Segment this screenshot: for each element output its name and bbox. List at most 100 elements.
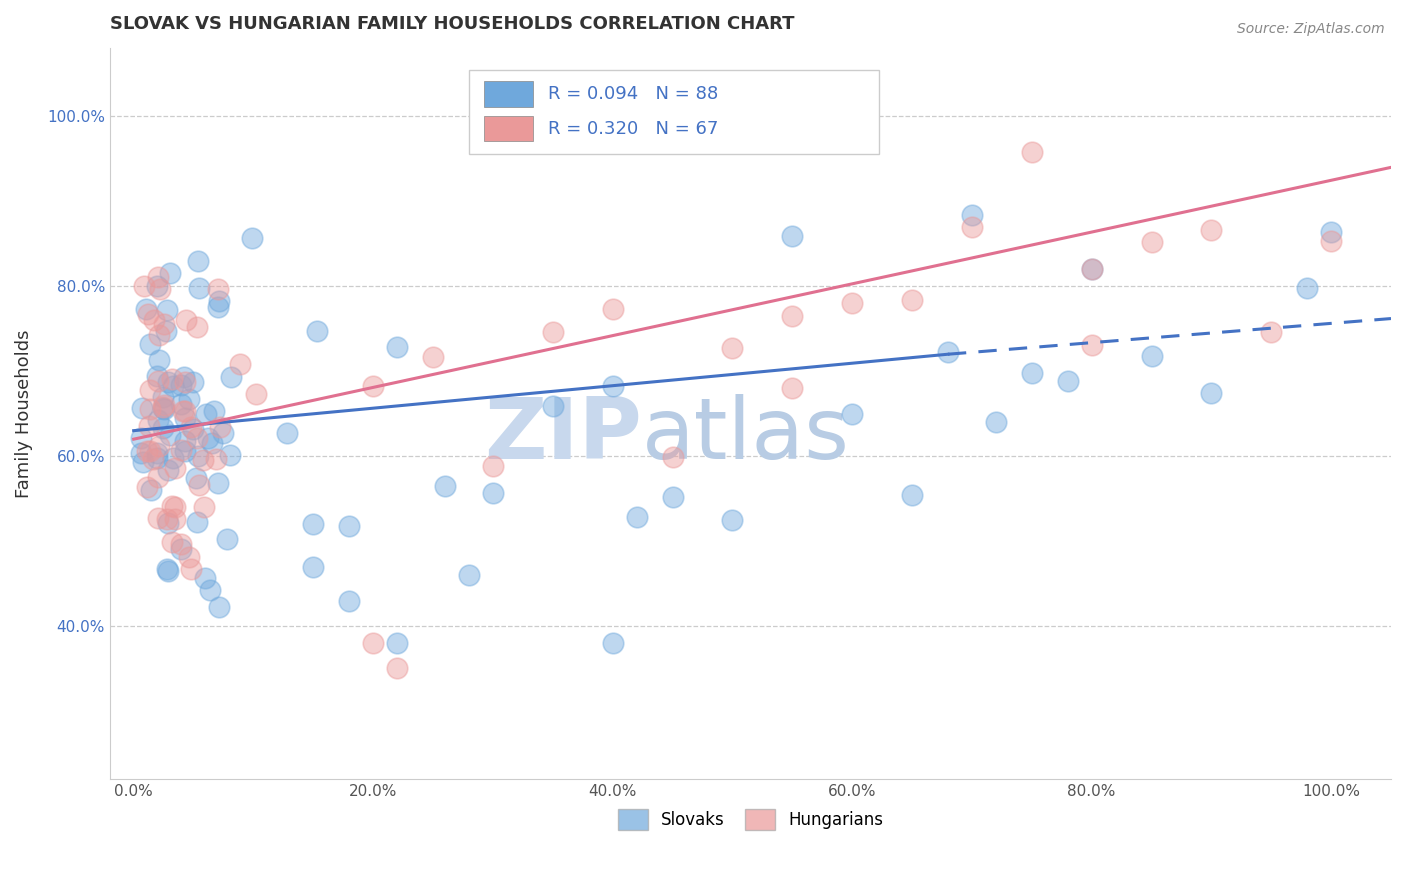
Point <box>156 564 179 578</box>
Point <box>1320 225 1343 239</box>
Point <box>162 450 184 465</box>
Point <box>782 228 804 243</box>
Point <box>782 309 804 323</box>
Point <box>156 516 179 530</box>
Point <box>1140 349 1163 363</box>
Point <box>173 410 195 425</box>
Point <box>187 449 209 463</box>
Point <box>129 446 152 460</box>
Point <box>146 270 169 285</box>
Point <box>177 549 200 564</box>
Point <box>138 383 160 397</box>
Point <box>156 375 179 389</box>
Point <box>132 455 155 469</box>
Point <box>139 444 162 458</box>
Point <box>305 325 328 339</box>
Point <box>186 319 208 334</box>
Point <box>159 266 181 280</box>
Point <box>136 480 159 494</box>
Point <box>482 459 505 474</box>
Text: R = 0.320   N = 67: R = 0.320 N = 67 <box>548 120 718 137</box>
Point <box>132 278 155 293</box>
Point <box>172 403 194 417</box>
Point <box>721 513 744 527</box>
Point <box>541 325 564 339</box>
Point <box>302 559 325 574</box>
Point <box>207 300 229 314</box>
Point <box>148 439 170 453</box>
Point <box>174 434 197 449</box>
Point <box>901 488 924 502</box>
Point <box>194 407 217 421</box>
FancyBboxPatch shape <box>484 116 533 141</box>
Point <box>661 450 683 465</box>
Point <box>434 479 457 493</box>
Point <box>1201 223 1223 237</box>
Point <box>337 519 360 533</box>
Point <box>177 392 200 406</box>
Text: ZIP: ZIP <box>484 394 641 477</box>
Point <box>146 279 169 293</box>
Point <box>207 282 229 296</box>
Point <box>170 536 193 550</box>
Point <box>337 593 360 607</box>
Point <box>174 312 197 326</box>
Point <box>139 483 162 497</box>
Point <box>1080 262 1102 277</box>
FancyBboxPatch shape <box>468 70 879 154</box>
Point <box>385 661 408 675</box>
Point <box>661 490 683 504</box>
Point <box>146 368 169 383</box>
Point <box>173 370 195 384</box>
Point <box>458 568 481 582</box>
Point <box>361 636 384 650</box>
Point <box>146 510 169 524</box>
Point <box>1201 386 1223 401</box>
Point <box>212 425 235 440</box>
Point <box>169 542 191 557</box>
Point <box>174 443 197 458</box>
Point <box>146 374 169 388</box>
Point <box>135 444 157 458</box>
Y-axis label: Family Households: Family Households <box>15 329 32 498</box>
Point <box>626 509 648 524</box>
Point <box>155 324 177 338</box>
Point <box>162 379 184 393</box>
Point <box>156 562 179 576</box>
Point <box>186 515 208 529</box>
Legend: Slovaks, Hungarians: Slovaks, Hungarians <box>612 803 890 837</box>
Point <box>139 337 162 351</box>
Point <box>194 571 217 585</box>
Text: Source: ZipAtlas.com: Source: ZipAtlas.com <box>1237 22 1385 37</box>
Point <box>1021 366 1043 380</box>
Point <box>131 401 153 415</box>
Point <box>187 254 209 268</box>
Point <box>180 562 202 576</box>
Point <box>163 500 186 514</box>
Point <box>482 486 505 500</box>
Point <box>156 302 179 317</box>
Point <box>188 478 211 492</box>
Point <box>207 294 229 309</box>
Point <box>193 500 215 514</box>
Point <box>180 420 202 434</box>
Point <box>153 317 176 331</box>
Point <box>200 583 222 598</box>
Point <box>385 636 408 650</box>
Point <box>146 412 169 426</box>
Point <box>159 428 181 442</box>
Text: atlas: atlas <box>641 394 849 477</box>
Point <box>1080 338 1102 352</box>
Point <box>219 448 242 462</box>
Point <box>170 397 193 411</box>
Point <box>721 341 744 355</box>
Point <box>201 436 224 450</box>
Point <box>173 376 195 390</box>
Point <box>156 512 179 526</box>
Point <box>207 475 229 490</box>
Point <box>160 499 183 513</box>
Point <box>1021 145 1043 160</box>
Point <box>901 293 924 308</box>
Point <box>245 386 267 401</box>
Point <box>165 512 187 526</box>
